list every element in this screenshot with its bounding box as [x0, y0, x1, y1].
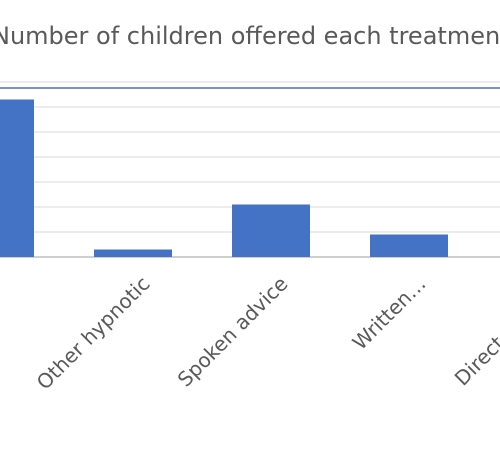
x-tick-label: Written…: [348, 272, 431, 355]
x-tick-label: Other hypnotic: [32, 272, 155, 395]
x-tick-label: Directed the…: [450, 272, 500, 391]
bar-spoken-advice: [232, 204, 310, 257]
bar-written: [370, 234, 448, 257]
x-tick-label: Spoken advice: [173, 272, 293, 392]
chart-title: Number of children offered each treatmen…: [0, 22, 500, 50]
bar-category-0: [0, 99, 34, 257]
bar-other-hypnotic: [94, 249, 172, 257]
